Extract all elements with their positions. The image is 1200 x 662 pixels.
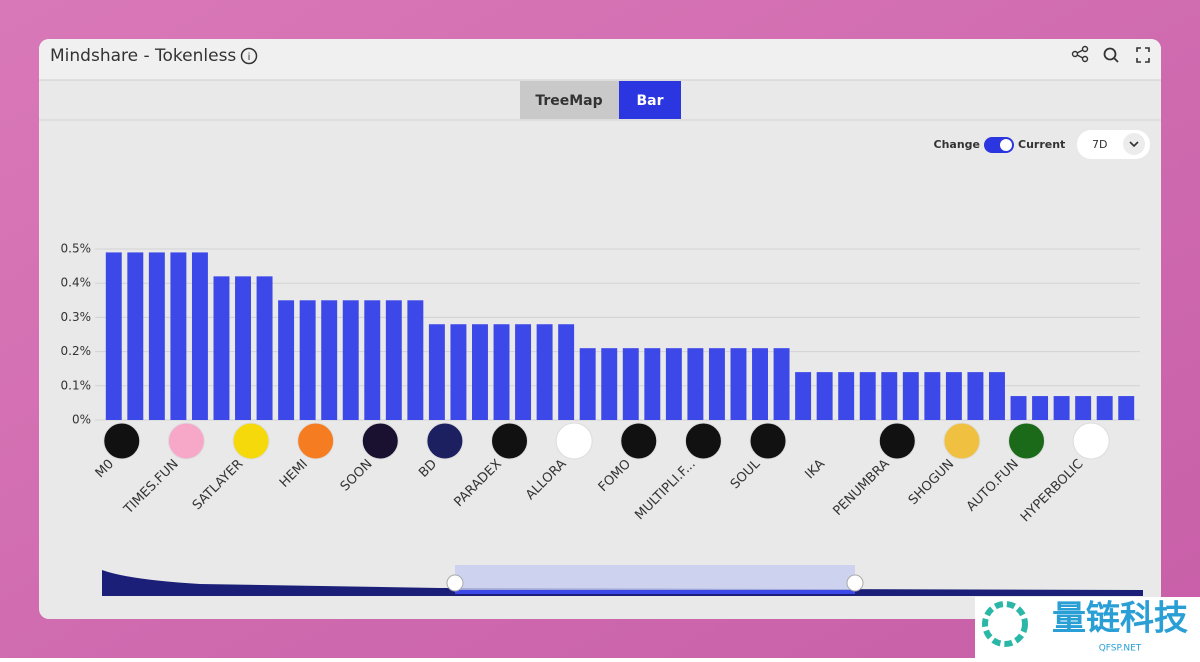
watermark-sub: QFSP.NET xyxy=(1099,644,1142,654)
watermark-text: 量链科技 xyxy=(1052,599,1188,639)
card xyxy=(39,39,1161,619)
bar xyxy=(665,348,682,420)
bar xyxy=(299,300,316,420)
bar xyxy=(1032,396,1049,420)
watermark-logo xyxy=(982,601,1028,647)
token-icon xyxy=(943,422,981,460)
y-tick-label: 0.4% xyxy=(61,276,92,290)
token-icon xyxy=(232,422,270,460)
bar xyxy=(558,324,575,420)
bar xyxy=(536,324,553,420)
token-icon xyxy=(620,422,658,460)
data-zoom xyxy=(102,565,1143,596)
bar xyxy=(708,348,725,420)
fullscreen-icon[interactable] xyxy=(1136,47,1150,63)
y-tick-label: 0.1% xyxy=(61,378,92,392)
toggle-label: Change xyxy=(934,138,981,151)
zoom-handle[interactable] xyxy=(446,574,464,592)
bar xyxy=(752,348,768,420)
bar xyxy=(148,252,165,420)
bar xyxy=(1075,396,1092,420)
bar xyxy=(278,300,295,420)
card-title: Mindshare - Tokenless xyxy=(50,46,236,66)
bar xyxy=(989,372,1005,420)
bar xyxy=(407,300,424,420)
bar xyxy=(838,372,855,420)
card-header xyxy=(39,39,1161,80)
bar xyxy=(472,324,488,420)
bar xyxy=(945,372,962,420)
bar xyxy=(730,348,747,420)
bar xyxy=(342,300,359,420)
bar xyxy=(1010,396,1027,420)
bar xyxy=(967,372,984,420)
zoom-handle[interactable] xyxy=(846,574,864,592)
bar xyxy=(235,276,251,420)
bar xyxy=(859,372,876,420)
token-icon xyxy=(103,422,141,460)
bar xyxy=(364,300,381,420)
dropdown-button xyxy=(1123,133,1145,155)
bar xyxy=(493,324,510,420)
tab-treemap[interactable] xyxy=(520,81,619,119)
y-tick-label: 0.5% xyxy=(61,242,92,256)
bar xyxy=(881,372,898,420)
token-icon xyxy=(1008,422,1046,460)
toggle-label: Current xyxy=(1018,138,1065,151)
token-icon xyxy=(297,422,335,460)
token-icon xyxy=(1072,422,1110,460)
bar xyxy=(1096,396,1113,420)
bar xyxy=(1118,396,1135,420)
bar xyxy=(170,252,187,420)
chevron xyxy=(1129,141,1139,148)
bar xyxy=(191,252,208,420)
token-icon xyxy=(878,422,916,460)
bar xyxy=(579,348,596,420)
token-icon xyxy=(361,422,399,460)
bar xyxy=(428,324,445,420)
toggle-knob xyxy=(1000,139,1012,151)
bar xyxy=(450,324,467,420)
bar xyxy=(515,324,532,420)
token-icon xyxy=(749,422,787,460)
bar xyxy=(213,276,230,420)
token-icon xyxy=(426,422,464,460)
bar xyxy=(795,372,812,420)
bar xyxy=(687,348,704,420)
tab-label: TreeMap xyxy=(535,93,602,109)
bar xyxy=(256,276,273,420)
search-icon[interactable] xyxy=(1103,47,1119,63)
share-icon[interactable] xyxy=(1071,45,1089,63)
token-icon xyxy=(555,422,593,460)
token-icon xyxy=(491,422,529,460)
bar xyxy=(924,372,941,420)
bar xyxy=(105,252,122,420)
info-icon-glyph: i xyxy=(248,52,251,63)
y-tick-label: 0.3% xyxy=(61,310,92,324)
info-icon[interactable] xyxy=(240,47,258,65)
y-tick-label: 0% xyxy=(72,413,91,427)
bar xyxy=(644,348,661,420)
bar xyxy=(773,348,790,420)
token-icon xyxy=(684,422,722,460)
bar xyxy=(902,372,919,420)
y-tick-label: 0.2% xyxy=(61,344,92,358)
bar xyxy=(321,300,338,420)
bar xyxy=(127,252,144,420)
tab-bar[interactable] xyxy=(619,81,681,119)
bar xyxy=(601,348,618,420)
token-icon xyxy=(167,422,205,460)
bar xyxy=(385,300,402,420)
bar xyxy=(622,348,639,420)
bar xyxy=(1053,396,1070,420)
tab-label: Bar xyxy=(636,93,663,109)
bar xyxy=(816,372,833,420)
period-label: 7D xyxy=(1092,138,1107,151)
